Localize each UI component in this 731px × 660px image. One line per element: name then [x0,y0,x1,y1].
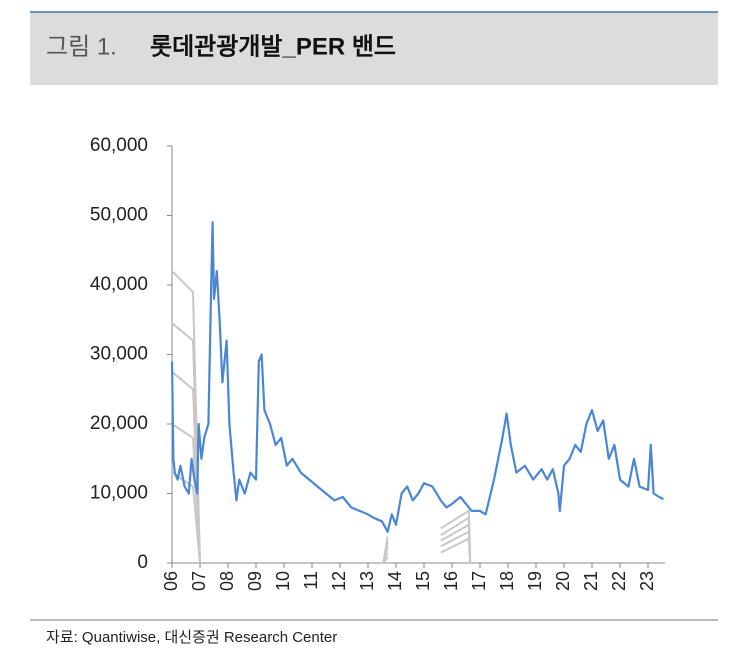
plot: 0 10,000 20,000 30,000 40,000 50,000 60,000 06 0… [90,135,665,591]
x-tick-label: 12 [329,571,349,591]
y-tick-label: 50,000 [90,205,148,226]
x-tick-label: 19 [525,571,545,591]
x-tick-label: 16 [441,571,461,591]
x-tick-label: 11 [301,571,321,590]
x-tick-label: 22 [609,571,629,591]
x-tick-label: 10 [273,571,293,591]
y-tick-label: 0 [137,552,148,573]
x-tick-label: 20 [553,571,573,591]
x-tick-label: 15 [413,571,433,591]
chart-title: 롯데관광개발_PER 밴드 [150,33,396,60]
source: 자료: Quantiwise, 대신증권 Research Center [46,629,337,646]
y-tick-label: 10,000 [90,483,148,504]
y-tick-label: 30,000 [90,344,148,365]
series-line [170,221,664,533]
figure-label: 그림 1. [46,33,117,60]
x-tick-label: 09 [245,571,265,591]
x-tick-label: 06 [161,571,181,591]
series-line [171,371,472,564]
x-tick-label: 08 [217,571,237,591]
y-tick-label: 40,000 [90,274,148,295]
x-tick-label: 21 [581,571,601,591]
x-tick-label: 23 [637,571,657,591]
title-bar [30,12,718,85]
y-tick-label: 60,000 [90,135,148,156]
series-line [171,423,472,564]
x-tick-label: 13 [357,571,377,591]
x-tick-label: 14 [385,571,405,591]
x-tick-label: 07 [189,571,209,591]
series-line [171,322,472,564]
series-line [171,471,472,564]
x-tick-label: 17 [469,571,489,591]
x-tick-label: 18 [497,571,517,591]
y-tick-label: 20,000 [90,413,148,434]
series-line [171,270,472,564]
